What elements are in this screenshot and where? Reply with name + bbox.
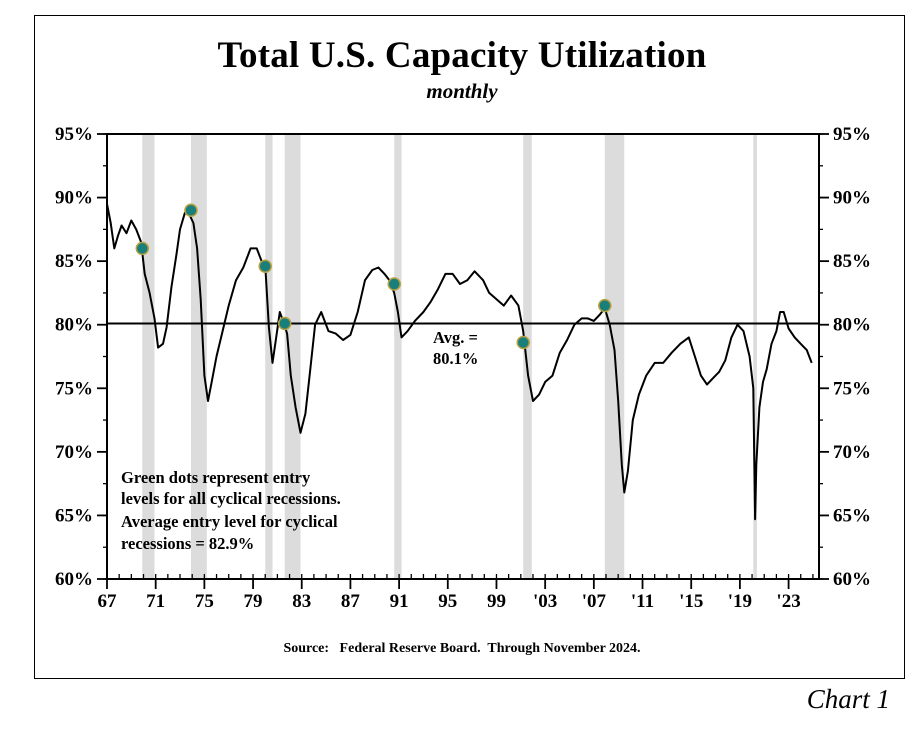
y-tick-label-right: 80% [833, 315, 871, 336]
y-tick-label-right: 95% [833, 124, 871, 145]
y-tick-label-right: 75% [833, 378, 871, 399]
entry-dot-5 [387, 277, 401, 291]
entry-dot-4 [277, 316, 292, 331]
x-tick-label: 79 [244, 591, 263, 612]
recession-band-2 [190, 134, 207, 579]
y-axis: 60% 60% 65% 65% 70% 70% 75% 75% 80% 80% 85% 85% 90% 9… [55, 124, 871, 590]
y-tick-label-left: 60% [55, 569, 93, 590]
x-tick-label: 99 [487, 591, 506, 612]
x-tick-label: '15 [679, 591, 703, 612]
note-line-1: Green dots represent entry [121, 468, 311, 487]
x-tick-label: 71 [146, 591, 165, 612]
recession-band-3 [265, 134, 273, 579]
recession-band-6 [523, 134, 532, 579]
chart-title: Total U.S. Capacity Utilization [217, 35, 707, 76]
y-tick-label-left: 95% [55, 124, 93, 145]
entry-dot-3 [258, 259, 272, 273]
x-tick-label: '03 [533, 591, 557, 612]
avg-label-line-2: 80.1% [433, 349, 478, 368]
chart-number: Chart 1 [806, 684, 890, 714]
entry-dot-2 [184, 203, 198, 218]
y-tick-label-left: 70% [55, 442, 93, 463]
y-tick-label-right: 85% [833, 251, 871, 272]
entry-dots [135, 203, 612, 350]
recession-band-4 [284, 134, 301, 579]
x-tick-label: 95 [438, 591, 457, 612]
y-tick-label-right: 90% [833, 188, 871, 209]
y-tick-label-left: 65% [55, 505, 93, 526]
y-tick-label-left: 75% [55, 378, 93, 399]
y-tick-label-left: 85% [55, 251, 93, 272]
entry-dot-6 [516, 335, 530, 350]
x-tick-label: 87 [341, 591, 361, 612]
x-tick-label: '11 [631, 591, 654, 612]
entry-dot-1 [135, 241, 150, 256]
y-tick-label-left: 90% [55, 188, 93, 209]
note-line-3: Average entry level for cyclical [121, 512, 338, 531]
y-tick-label-right: 60% [833, 569, 871, 590]
chart-subtitle: monthly [426, 79, 498, 103]
recession-band-8 [753, 134, 757, 579]
y-tick-label-right: 65% [833, 505, 871, 526]
note-line-2: levels for all cyclical recessions. [121, 489, 341, 508]
recession-band-5 [394, 134, 402, 579]
plot-border [106, 133, 820, 580]
x-tick-label: 91 [390, 591, 409, 612]
entry-dot-7 [598, 298, 612, 313]
series-line-capacity-utilization [106, 203, 813, 521]
source-note: Source: Federal Reserve Board. Through N… [283, 641, 641, 656]
chart-frame [34, 15, 905, 679]
x-tick-label: '07 [582, 591, 607, 612]
y-tick-label-left: 80% [55, 315, 93, 336]
avg-label-line-1: Avg. = [433, 328, 478, 347]
x-tick-label: 67 [98, 591, 118, 612]
x-axis: 67 71 75 79 83 87 91 95 99 '03 '07 '11 '15 '19 '23 [98, 579, 801, 612]
x-tick-label: '19 [728, 591, 752, 612]
y-tick-label-right: 70% [833, 442, 871, 463]
x-tick-label: '23 [776, 591, 800, 612]
x-tick-label: 83 [292, 591, 311, 612]
note-line-4: recessions = 82.9% [121, 534, 254, 553]
x-tick-label: 75 [195, 591, 214, 612]
